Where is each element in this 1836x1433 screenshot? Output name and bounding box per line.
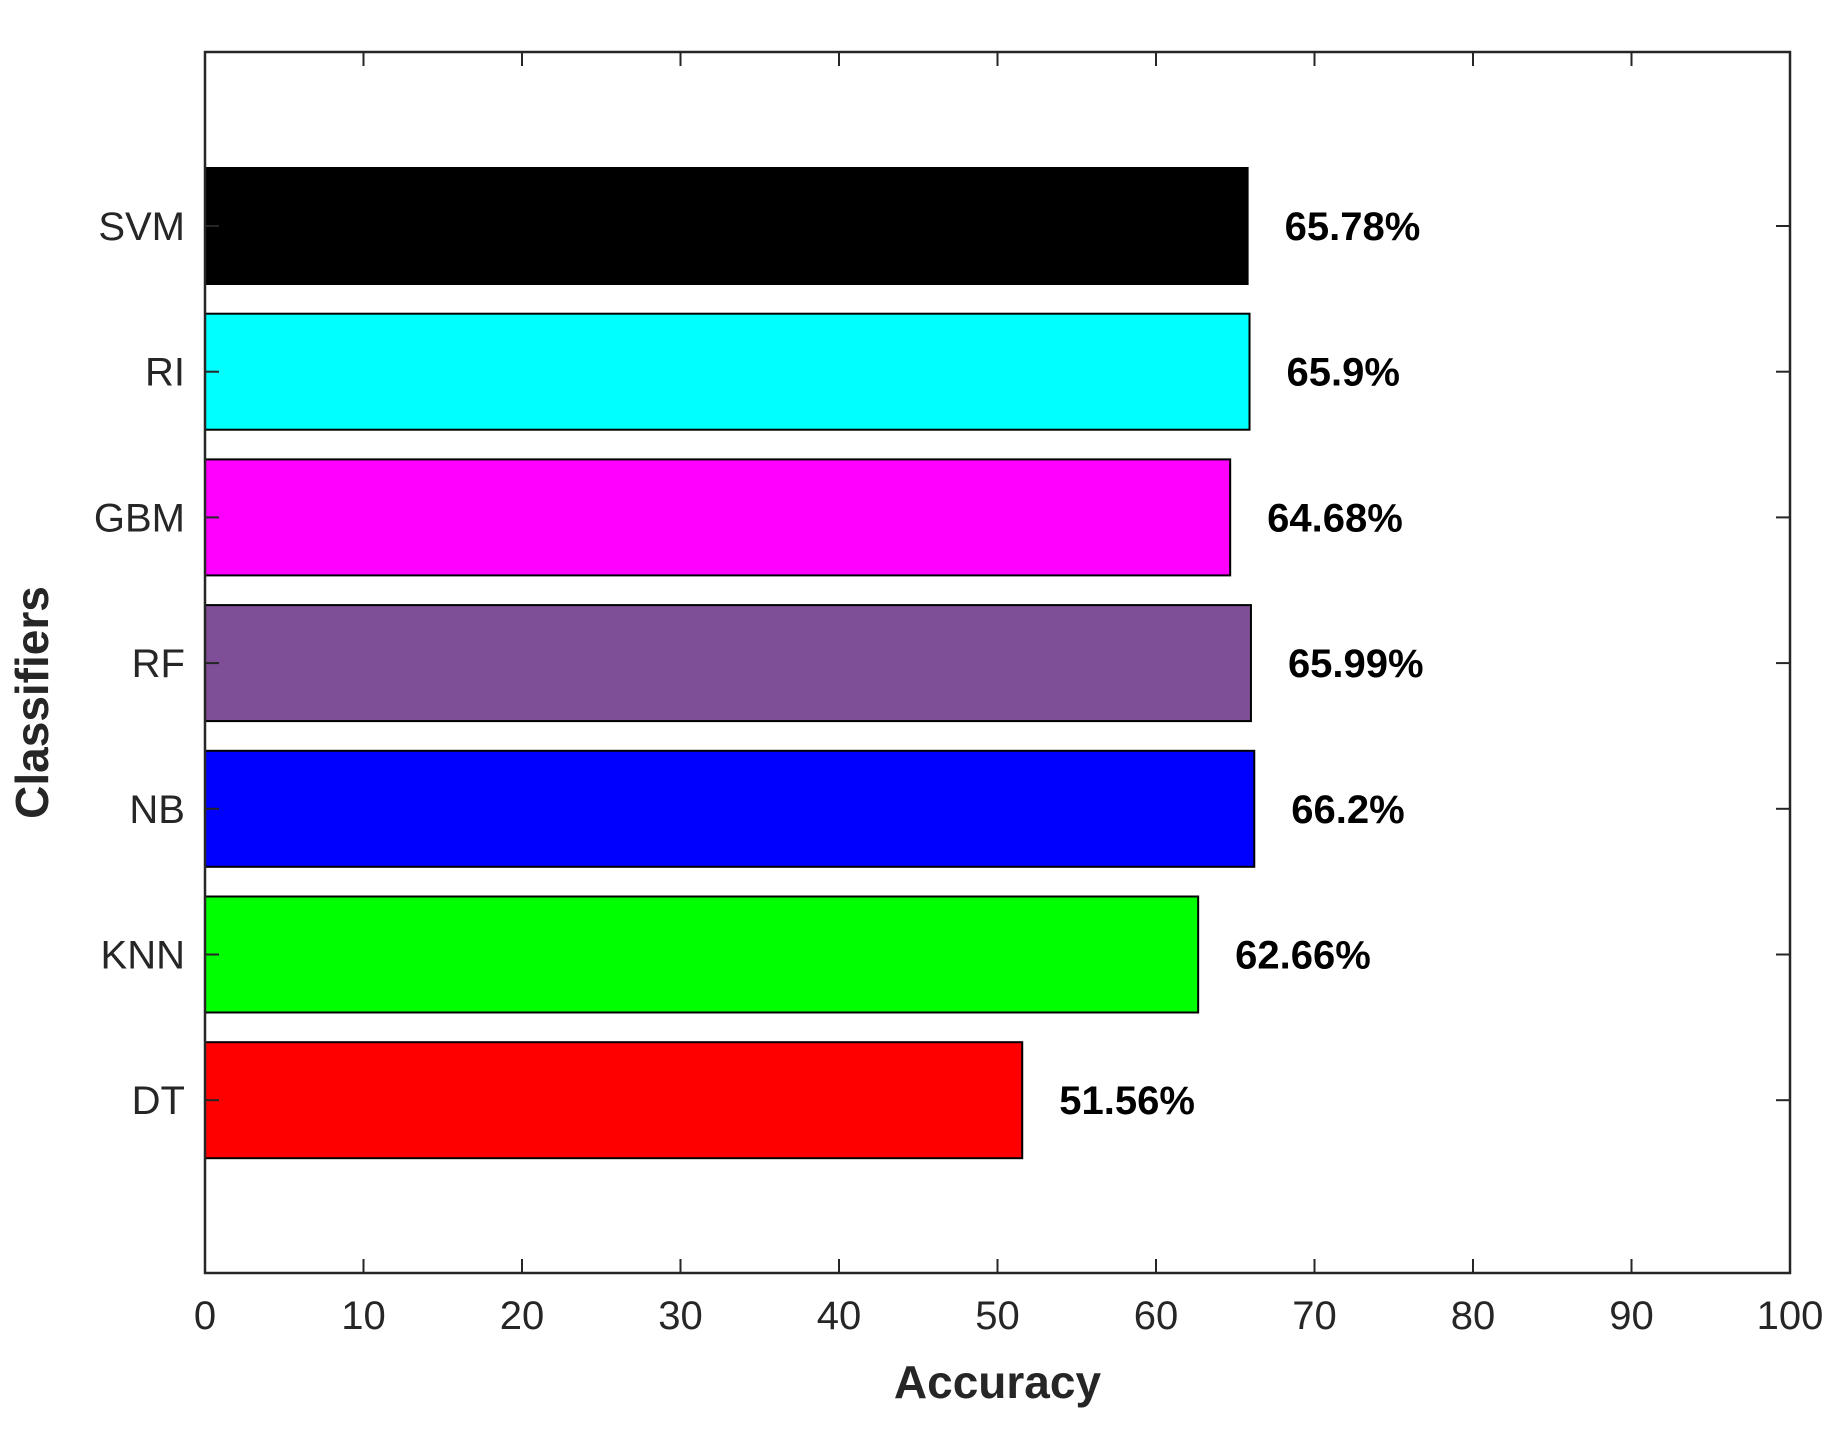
x-tick-label: 100 bbox=[1757, 1294, 1824, 1338]
bar-dt bbox=[204, 1041, 1024, 1160]
x-tick-label: 70 bbox=[1292, 1294, 1337, 1338]
y-tick-label-rf: RF bbox=[132, 642, 185, 686]
y-tick-label-svm: SVM bbox=[98, 205, 185, 249]
x-tick-label: 20 bbox=[500, 1294, 545, 1338]
y-tick-label-ri: RI bbox=[145, 351, 185, 395]
bar-gbm bbox=[204, 458, 1232, 577]
data-label-gbm: 64.68% bbox=[1267, 496, 1403, 540]
bar-nb bbox=[204, 749, 1256, 868]
data-label-rf: 65.99% bbox=[1288, 642, 1424, 686]
x-tick-label: 0 bbox=[194, 1294, 216, 1338]
data-label-knn: 62.66% bbox=[1235, 934, 1371, 978]
x-tick-label: 40 bbox=[817, 1294, 862, 1338]
bar-svm bbox=[204, 167, 1249, 285]
data-labels-layer: 65.78% 65.9% 64.68% 65.99% 66.2% 62.66% 51.56% bbox=[1059, 205, 1423, 1123]
bar-knn bbox=[204, 895, 1200, 1014]
x-tick-label: 30 bbox=[658, 1294, 703, 1338]
ticks-layer: SVM RI GBM RF NB KNN DT 0 10 20 30 40 50 60 70 80 90 100 bbox=[94, 52, 1824, 1338]
bar-ri bbox=[204, 312, 1251, 431]
data-label-dt: 51.56% bbox=[1059, 1079, 1195, 1123]
x-tick-label: 90 bbox=[1609, 1294, 1654, 1338]
bars-layer bbox=[204, 167, 1256, 1160]
bar-rf bbox=[204, 604, 1252, 723]
y-tick-label-nb: NB bbox=[129, 788, 185, 832]
x-tick-label: 10 bbox=[341, 1294, 386, 1338]
x-axis-title: Accuracy bbox=[894, 1356, 1102, 1408]
data-label-nb: 66.2% bbox=[1291, 788, 1404, 832]
x-tick-label: 60 bbox=[1134, 1294, 1179, 1338]
data-label-svm: 65.78% bbox=[1285, 205, 1421, 249]
y-tick-label-gbm: GBM bbox=[94, 496, 185, 540]
data-label-ri: 65.9% bbox=[1287, 351, 1400, 395]
x-tick-label: 50 bbox=[975, 1294, 1020, 1338]
y-tick-label-knn: KNN bbox=[101, 934, 185, 978]
x-tick-label: 80 bbox=[1451, 1294, 1496, 1338]
y-axis-title: Classifiers bbox=[6, 586, 58, 819]
y-tick-label-dt: DT bbox=[132, 1079, 185, 1123]
